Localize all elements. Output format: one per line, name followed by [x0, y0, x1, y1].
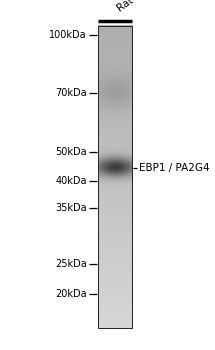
Text: 35kDa: 35kDa [55, 203, 87, 213]
Text: 40kDa: 40kDa [55, 176, 87, 186]
Text: 25kDa: 25kDa [55, 259, 87, 268]
Text: 70kDa: 70kDa [55, 88, 87, 98]
Text: 50kDa: 50kDa [55, 147, 87, 157]
Bar [98, 26, 132, 328]
Text: 100kDa: 100kDa [49, 30, 87, 40]
Text: Rat brain: Rat brain [115, 0, 160, 14]
Text: EBP1 / PA2G4: EBP1 / PA2G4 [139, 163, 209, 173]
Text: 20kDa: 20kDa [55, 289, 87, 299]
